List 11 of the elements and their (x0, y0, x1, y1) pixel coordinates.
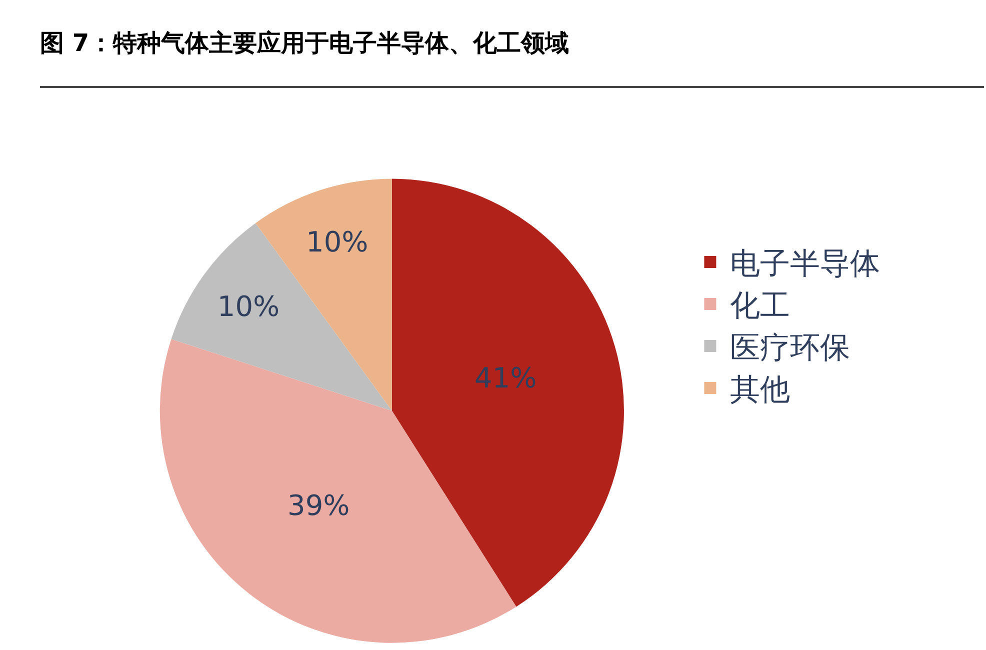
legend-label: 化工 (730, 288, 790, 324)
legend-label: 电子半导体 (730, 246, 880, 282)
legend-label: 其他 (730, 372, 790, 408)
pie-slice (171, 223, 392, 411)
data-label: 10% (306, 226, 368, 259)
legend-label: 医疗环保 (730, 330, 850, 366)
chart-title: 图 7：特种气体主要应用于电子半导体、化工领域 (40, 28, 570, 57)
data-label: 10% (217, 290, 280, 324)
pie-slice (392, 178, 624, 607)
data-label: 39% (288, 488, 350, 522)
data-label: 41% (474, 361, 537, 394)
